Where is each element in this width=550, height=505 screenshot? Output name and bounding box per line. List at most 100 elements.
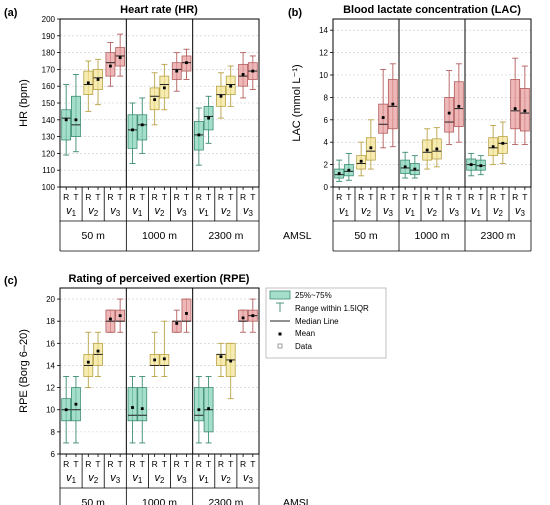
velocity-label: v2 [427, 205, 438, 218]
mean-marker [162, 86, 166, 90]
condition-label: T [250, 192, 255, 202]
box-hr [61, 109, 72, 141]
condition-label: R [63, 192, 69, 202]
condition-label: R [402, 192, 408, 202]
altitude-label: 2300 m [208, 230, 243, 242]
y-tick-label: 10 [319, 71, 328, 80]
velocity-label: v2 [221, 472, 232, 485]
mean-marker [185, 61, 188, 65]
box-rpe [127, 387, 138, 422]
mean-marker [153, 358, 157, 362]
velocity-label-subscript: 2 [160, 209, 165, 218]
legend-box-swatch [269, 290, 291, 300]
y-tick-label: 8 [51, 428, 56, 437]
condition-label: T [368, 192, 373, 202]
mean-marker [457, 104, 461, 108]
condition-label: R [85, 192, 91, 202]
y-tick-label: 12 [319, 49, 328, 58]
velocity-label: v1 [339, 205, 350, 218]
amsl-label-hr: AMSL [283, 230, 312, 242]
condition-label: R [490, 192, 496, 202]
velocity-label-subscript: 3 [116, 209, 121, 218]
velocity-label: v3 [449, 205, 460, 218]
mean-marker [523, 109, 527, 113]
velocity-label: v2 [155, 205, 166, 218]
velocity-label-subscript: 1 [345, 209, 350, 218]
mean-marker [491, 145, 495, 149]
condition-label: R [129, 459, 135, 469]
y-tick-label: 8 [324, 93, 329, 102]
mean-marker [175, 69, 179, 73]
velocity-label: v1 [132, 205, 143, 218]
velocity-label-letter: v [361, 205, 368, 217]
velocity-label-subscript: 3 [182, 209, 187, 218]
velocity-label: v1 [199, 205, 210, 218]
mean-marker [251, 314, 255, 318]
condition-label: T [73, 459, 78, 469]
altitude-label: 50 m [354, 230, 378, 242]
velocity-label-letter: v [66, 472, 73, 484]
y-tick-label: 120 [42, 149, 56, 158]
y-tick-label: 100 [42, 183, 56, 192]
mean-marker [347, 168, 351, 172]
condition-label: T [228, 192, 233, 202]
velocity-label: v3 [110, 472, 121, 485]
velocity-label-letter: v [199, 205, 206, 217]
velocity-label-subscript: 3 [248, 476, 253, 485]
condition-label: R [129, 192, 135, 202]
velocity-label: v2 [493, 205, 504, 218]
velocity-label-subscript: 2 [94, 209, 99, 218]
y-tick-label: 4 [324, 138, 329, 147]
velocity-label-letter: v [110, 472, 117, 484]
mean-marker [381, 116, 385, 119]
condition-label: R [152, 192, 158, 202]
y-axis-label-rpe: RPE (Borg 6–20) [18, 329, 30, 413]
condition-label: R [152, 459, 158, 469]
y-tick-label: 14 [319, 26, 328, 35]
altitude-label: 1000 m [414, 230, 449, 242]
velocity-label: v3 [177, 472, 188, 485]
velocity-label: v2 [361, 205, 372, 218]
y-tick-label: 200 [42, 15, 56, 24]
velocity-label-subscript: 3 [116, 476, 121, 485]
y-tick-label: 170 [42, 65, 56, 74]
chart-title-rpe: Rating of perceived exertion (RPE) [69, 273, 250, 285]
condition-label: T [206, 192, 211, 202]
box-hr [71, 95, 81, 137]
condition-label: R [63, 459, 69, 469]
box-lac [453, 81, 464, 127]
chart-title-hr: Heart rate (HR) [120, 4, 198, 16]
mean-marker [96, 78, 100, 81]
velocity-label: v1 [66, 472, 77, 485]
plot-frame [332, 18, 532, 188]
altitude-label: 2300 m [480, 230, 515, 242]
condition-label: T [140, 459, 145, 469]
y-axis-label-lac: LAC (mmol L⁻¹) [291, 64, 303, 141]
velocity-label: v1 [66, 205, 77, 218]
mean-marker [219, 355, 223, 359]
mean-marker [447, 111, 451, 115]
condition-label: T [250, 459, 255, 469]
y-tick-label: 10 [46, 406, 55, 415]
velocity-label: v3 [383, 205, 394, 218]
mean-marker [140, 407, 144, 411]
chart-title-lac: Blood lactate concentration (LAC) [343, 4, 521, 16]
altitude-label: 50 m [81, 230, 105, 242]
velocity-label-subscript: 1 [72, 476, 77, 485]
condition-label: T [162, 192, 167, 202]
y-tick-label: 0 [324, 183, 329, 192]
chart-rpe: (c) Rating of perceived exertion (RPE) 6 8 1… [4, 273, 312, 505]
legend-label: 25%~75% [295, 291, 332, 300]
condition-label: R [380, 192, 386, 202]
box-lac [444, 97, 455, 133]
condition-label: T [95, 459, 100, 469]
mean-marker [359, 159, 363, 163]
velocity-label: v2 [88, 472, 99, 485]
legend-label: Range within 1.5IQR [295, 304, 369, 313]
mean-marker [241, 316, 245, 320]
box-rpe [181, 298, 192, 322]
velocity-label: v1 [199, 472, 210, 485]
condition-label: R [512, 192, 518, 202]
condition-label: R [107, 192, 113, 202]
velocity-label-letter: v [155, 205, 162, 217]
